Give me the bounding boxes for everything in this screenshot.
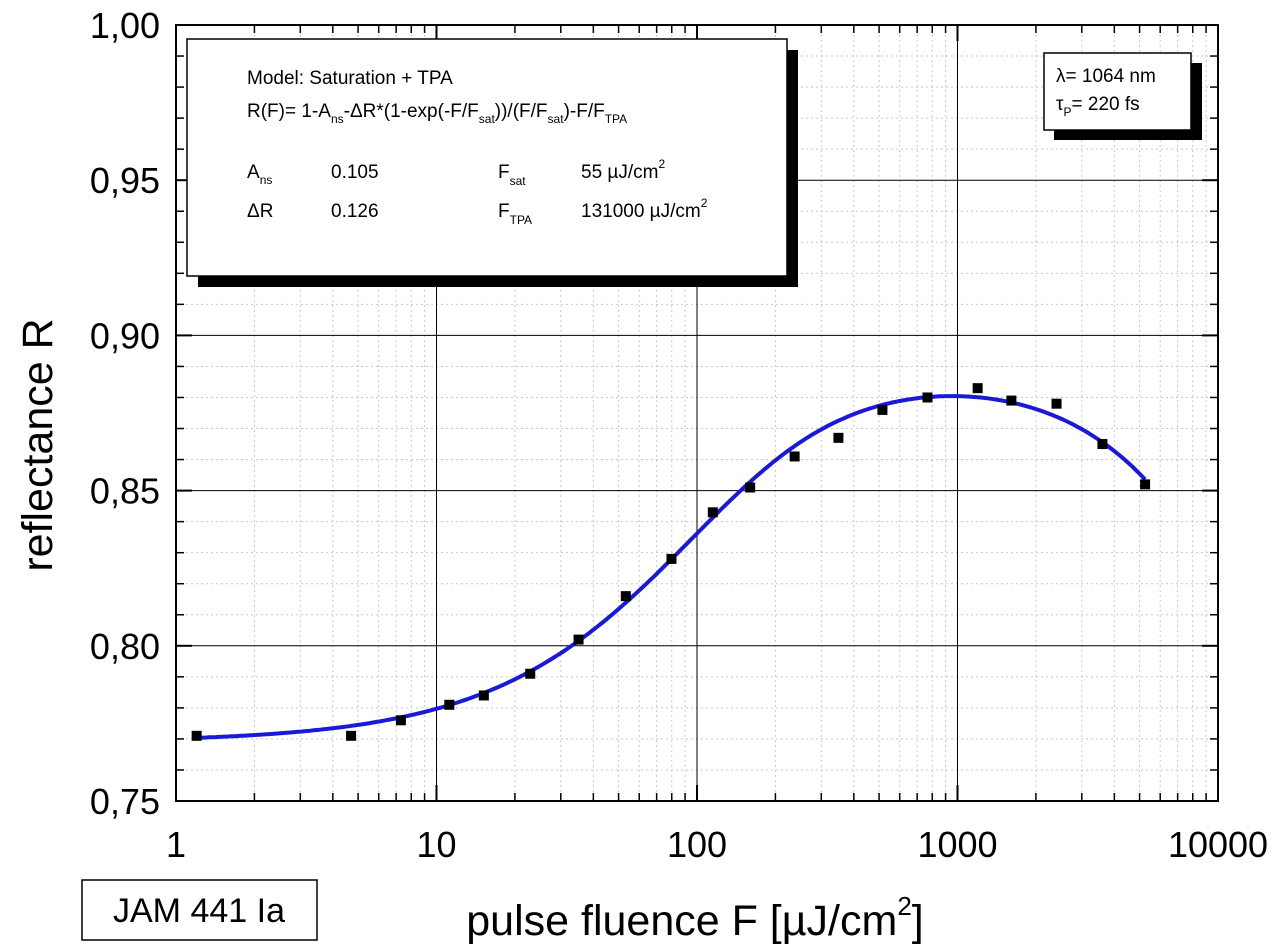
data-point [478, 690, 489, 701]
y-tick-label: 0,85 [90, 471, 160, 512]
param-ans-name: Ans [247, 162, 272, 187]
data-point [1140, 479, 1151, 490]
param-dr-name: ΔR [247, 201, 273, 222]
y-tick-label: 0,75 [90, 781, 160, 822]
data-point [1051, 398, 1062, 409]
data-point [395, 715, 406, 726]
sample-label-box: JAM 441 Ia [81, 879, 318, 941]
data-point [346, 730, 357, 741]
param-fsat-name: Fsat [498, 162, 526, 188]
data-point [789, 451, 800, 462]
y-tick-label: 1,00 [90, 5, 160, 46]
x-axis-title: pulse fluence F [µJ/cm2] [466, 891, 923, 945]
x-tick-label: 1000 [917, 824, 997, 865]
info-box: λ= 1064 nm τP= 220 fs [1043, 52, 1202, 140]
model-title: Model: Saturation + TPA [247, 68, 453, 89]
param-ftpa-name: FTPA [498, 201, 532, 227]
param-ftpa-value: 131000 µJ/cm2 [581, 196, 708, 222]
param-ans-value: 0.105 [331, 162, 379, 183]
data-points [191, 383, 1151, 741]
data-point [707, 507, 718, 518]
data-point [573, 634, 584, 645]
data-point [745, 482, 756, 493]
data-point [1097, 439, 1108, 450]
param-fsat-value: 55 µJ/cm2 [581, 157, 665, 183]
data-point [525, 668, 536, 679]
x-tick-label: 1 [166, 824, 186, 865]
pulse-duration-label: τP= 220 fs [1056, 94, 1140, 119]
param-dr-value: 0.126 [331, 201, 379, 222]
axis-ticks [175, 24, 1219, 802]
data-point [620, 591, 631, 602]
data-point [1006, 395, 1017, 406]
x-tick-labels: 1 10 100 1000 10000 [166, 824, 1268, 865]
x-axis-title-close: ] [912, 897, 924, 945]
x-tick-label: 100 [667, 824, 727, 865]
model-formula: R(F)= 1-Ans-ΔR*(1-exp(-F/Fsat))/(F/Fsat)… [247, 101, 627, 126]
model-box: Model: Saturation + TPA R(F)= 1-Ans-ΔR*(… [186, 38, 798, 287]
x-tick-label: 10 [416, 824, 456, 865]
y-tick-labels: 0,75 0,80 0,85 0,90 0,95 1,00 [90, 5, 160, 822]
data-point [833, 432, 844, 443]
data-point [922, 392, 933, 403]
data-point [666, 553, 677, 564]
data-point [972, 383, 983, 394]
y-tick-label: 0,95 [90, 160, 160, 201]
data-point [877, 404, 888, 415]
y-tick-label: 0,80 [90, 626, 160, 667]
wavelength-label: λ= 1064 nm [1056, 66, 1156, 87]
x-tick-label: 10000 [1168, 824, 1268, 865]
y-axis-title: reflectance R [14, 318, 62, 571]
x-axis-title-sup: 2 [897, 891, 911, 921]
y-tick-label: 0,90 [90, 315, 160, 356]
sample-label: JAM 441 Ia [113, 892, 285, 930]
data-point [191, 730, 202, 741]
x-axis-title-main: pulse fluence F [µJ/cm [466, 897, 897, 945]
data-point [444, 699, 455, 710]
